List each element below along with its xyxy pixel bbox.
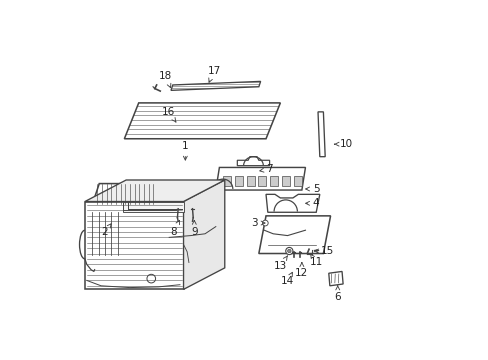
Polygon shape xyxy=(183,180,224,289)
Text: 10: 10 xyxy=(334,139,352,149)
Polygon shape xyxy=(237,157,269,166)
Circle shape xyxy=(285,247,292,255)
FancyBboxPatch shape xyxy=(258,176,266,186)
Polygon shape xyxy=(85,202,183,289)
Circle shape xyxy=(287,249,290,253)
Text: 1: 1 xyxy=(182,141,188,160)
Text: 11: 11 xyxy=(309,254,322,267)
Polygon shape xyxy=(317,112,325,157)
Circle shape xyxy=(262,220,267,226)
Text: 6: 6 xyxy=(334,286,340,302)
Text: 7: 7 xyxy=(259,164,272,174)
Text: 2: 2 xyxy=(101,224,111,237)
Circle shape xyxy=(147,274,155,283)
FancyBboxPatch shape xyxy=(282,176,289,186)
FancyBboxPatch shape xyxy=(293,176,301,186)
Polygon shape xyxy=(171,81,260,90)
Text: 17: 17 xyxy=(207,66,220,82)
Text: 4: 4 xyxy=(305,198,319,208)
Text: 18: 18 xyxy=(159,71,172,87)
Text: 15: 15 xyxy=(314,246,333,256)
Polygon shape xyxy=(265,194,319,212)
Text: 13: 13 xyxy=(273,256,287,271)
Polygon shape xyxy=(215,167,305,190)
FancyBboxPatch shape xyxy=(270,176,278,186)
Text: 12: 12 xyxy=(295,262,308,278)
FancyBboxPatch shape xyxy=(234,176,242,186)
Polygon shape xyxy=(92,184,158,205)
Text: 9: 9 xyxy=(191,220,197,237)
Polygon shape xyxy=(124,103,280,139)
Text: 3: 3 xyxy=(251,218,264,228)
Text: 14: 14 xyxy=(280,272,294,286)
FancyBboxPatch shape xyxy=(223,176,230,186)
Text: 16: 16 xyxy=(162,107,176,122)
Text: 8: 8 xyxy=(170,220,179,237)
Polygon shape xyxy=(258,216,330,253)
FancyBboxPatch shape xyxy=(246,176,254,186)
Polygon shape xyxy=(85,180,224,202)
Polygon shape xyxy=(122,202,183,212)
Text: 5: 5 xyxy=(305,184,319,194)
Polygon shape xyxy=(328,271,343,286)
